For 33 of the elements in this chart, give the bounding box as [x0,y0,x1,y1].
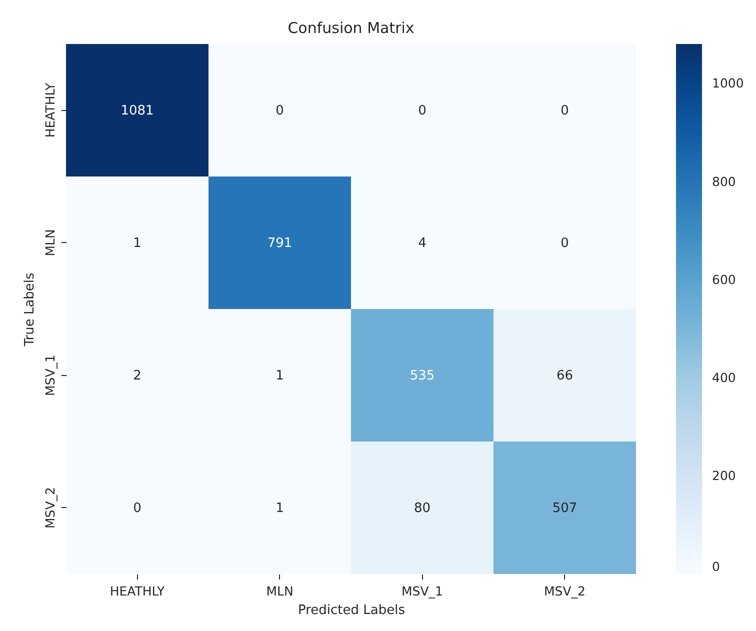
y-tick-label: HEATHLY [42,82,58,138]
x-tick-label: MSV_1 [402,584,443,598]
data-label: 0 [560,103,569,118]
data-label: 80 [414,500,431,516]
data-label: 0 [133,500,142,516]
data-label: 0 [560,236,569,251]
color-bar-label: 600 [712,272,736,287]
x-axis-title: Predicted Labels [298,603,406,618]
data-label: 2 [133,368,142,384]
data-label: 1081 [120,103,154,118]
y-tick-label: MSV_1 [42,354,58,396]
data-label: 1 [276,368,284,384]
data-label: 1 [133,236,142,251]
data-label: 66 [556,368,574,384]
data-label: 791 [267,236,292,251]
x-tick-label: HEATHLY [110,584,166,598]
chart-title: Confusion Matrix [288,19,414,37]
x-tick-label: MSV_2 [544,584,586,598]
y-tick-label: MSV_2 [42,487,58,528]
data-label: 507 [552,500,578,516]
data-label: 0 [418,103,426,118]
color-bar-label: 400 [712,370,736,385]
y-tick-label: MLN [42,229,58,256]
y-axis-title: True Labels [22,272,38,348]
data-label: 0 [276,103,284,118]
x-tick-label: MLN [266,584,294,598]
color-bar-label: 0 [712,559,720,574]
color-bar-label: 800 [712,174,736,189]
color-bar-label: 200 [712,468,736,483]
data-label: 4 [418,236,426,251]
color-bar-label: 1000 [712,76,744,91]
data-label: 1 [276,500,284,516]
data-label: 535 [410,368,435,384]
